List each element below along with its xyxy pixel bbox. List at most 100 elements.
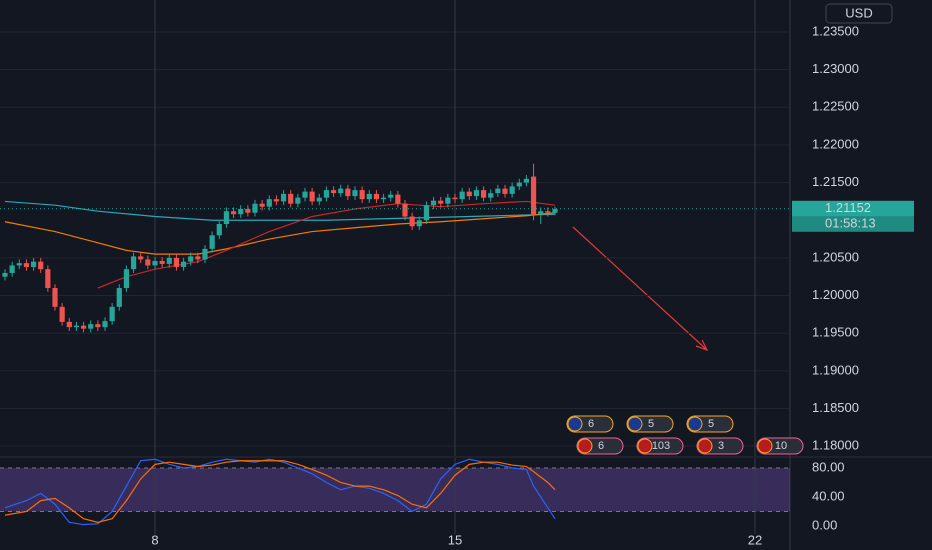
candle-body [280, 193, 287, 202]
candle-body [323, 190, 330, 198]
candle-body [416, 220, 422, 227]
candle-body [152, 260, 158, 266]
candle-body [552, 208, 558, 213]
candle-body [173, 257, 180, 267]
line-series [97, 200, 556, 289]
candle-body [352, 190, 358, 197]
candle-body [295, 197, 301, 204]
candle-body [402, 203, 408, 217]
candle-body [409, 216, 415, 227]
line-series [4, 458, 556, 526]
candle-body [130, 256, 137, 270]
osc-tick-label: 80.00 [812, 459, 845, 474]
candle-body [288, 193, 294, 204]
candle-body [66, 321, 72, 328]
event-flag [627, 416, 643, 432]
candle-body [338, 188, 344, 194]
candle-body [252, 203, 258, 213]
oscillator-band [0, 467, 790, 512]
candle-body [359, 190, 365, 200]
candle-body [459, 191, 465, 200]
candle-body [545, 211, 551, 213]
line-series [4, 460, 556, 523]
candle-body [538, 211, 544, 215]
candle-body [473, 190, 480, 197]
last-price-box [792, 200, 914, 217]
candle-body [530, 176, 537, 215]
event-flag [757, 438, 773, 454]
x-tick-label: 8 [151, 532, 158, 547]
candle-body [52, 288, 58, 307]
candle-body [302, 191, 308, 198]
drawn-arrow [572, 226, 708, 351]
y-tick-label: 1.20000 [812, 287, 859, 302]
event-count: 10 [775, 440, 787, 452]
candle-body [45, 269, 51, 289]
candle-body [395, 194, 401, 204]
candle-body [259, 203, 265, 207]
y-tick-label: 1.18000 [812, 438, 859, 453]
candle-body [2, 272, 8, 277]
event-flag [697, 438, 713, 454]
event-flag [687, 416, 703, 432]
candle-body [188, 256, 194, 262]
candle-body [116, 288, 122, 307]
candle-body [366, 193, 372, 200]
candle-body [195, 256, 201, 260]
candle-body [373, 193, 380, 200]
candle-body [516, 182, 522, 187]
candle-body [509, 186, 515, 194]
event-flag [637, 438, 653, 454]
candle-body [388, 194, 394, 198]
x-tick-label: 15 [448, 532, 462, 547]
y-tick-label: 1.23500 [812, 23, 859, 38]
candle-body [223, 211, 230, 225]
candle-body [145, 259, 151, 266]
candle-body [159, 260, 165, 264]
countdown: 01:58:13 [825, 216, 876, 231]
candle-body [488, 193, 494, 198]
arrow-head [695, 339, 709, 352]
currency-box[interactable] [825, 3, 893, 24]
candle-body [466, 191, 472, 197]
y-tick-label: 1.22000 [812, 136, 859, 151]
candle-body [438, 200, 444, 204]
candle-body [430, 200, 437, 206]
x-tick-label: 22 [748, 532, 762, 547]
candle-body [23, 263, 30, 267]
candle-body [30, 261, 37, 267]
candle-body [316, 197, 322, 202]
event-flag [567, 416, 583, 432]
candle-body [38, 261, 44, 270]
osc-tick-label: 40.00 [812, 488, 845, 503]
candle-body [216, 224, 222, 236]
y-tick-label: 1.20500 [812, 249, 859, 264]
line-series [4, 200, 556, 221]
candle-body [495, 188, 501, 194]
event-count: 6 [598, 440, 604, 452]
line-series [4, 212, 556, 255]
event-flag [577, 438, 593, 454]
candle-body [423, 205, 430, 221]
y-tick-label: 1.18500 [812, 400, 859, 415]
candle-body [266, 199, 272, 207]
osc-tick-label: 0.00 [812, 517, 837, 532]
countdown-box [792, 216, 914, 232]
candle-body [88, 324, 94, 329]
last-price: 1.21152 [825, 200, 871, 215]
candle-body [345, 188, 351, 197]
candle-body [138, 256, 144, 260]
candle-body [73, 325, 80, 328]
price-pane [0, 0, 790, 456]
candle-body [16, 263, 22, 266]
candle-body [209, 235, 215, 249]
candle-body [238, 208, 244, 215]
candle-body [9, 265, 15, 273]
event-count: 3 [718, 440, 724, 452]
candle-body [380, 197, 387, 200]
candle-body [123, 269, 130, 289]
candle-body [102, 321, 108, 328]
candle-body [330, 190, 337, 194]
event-count: 5 [708, 418, 714, 430]
